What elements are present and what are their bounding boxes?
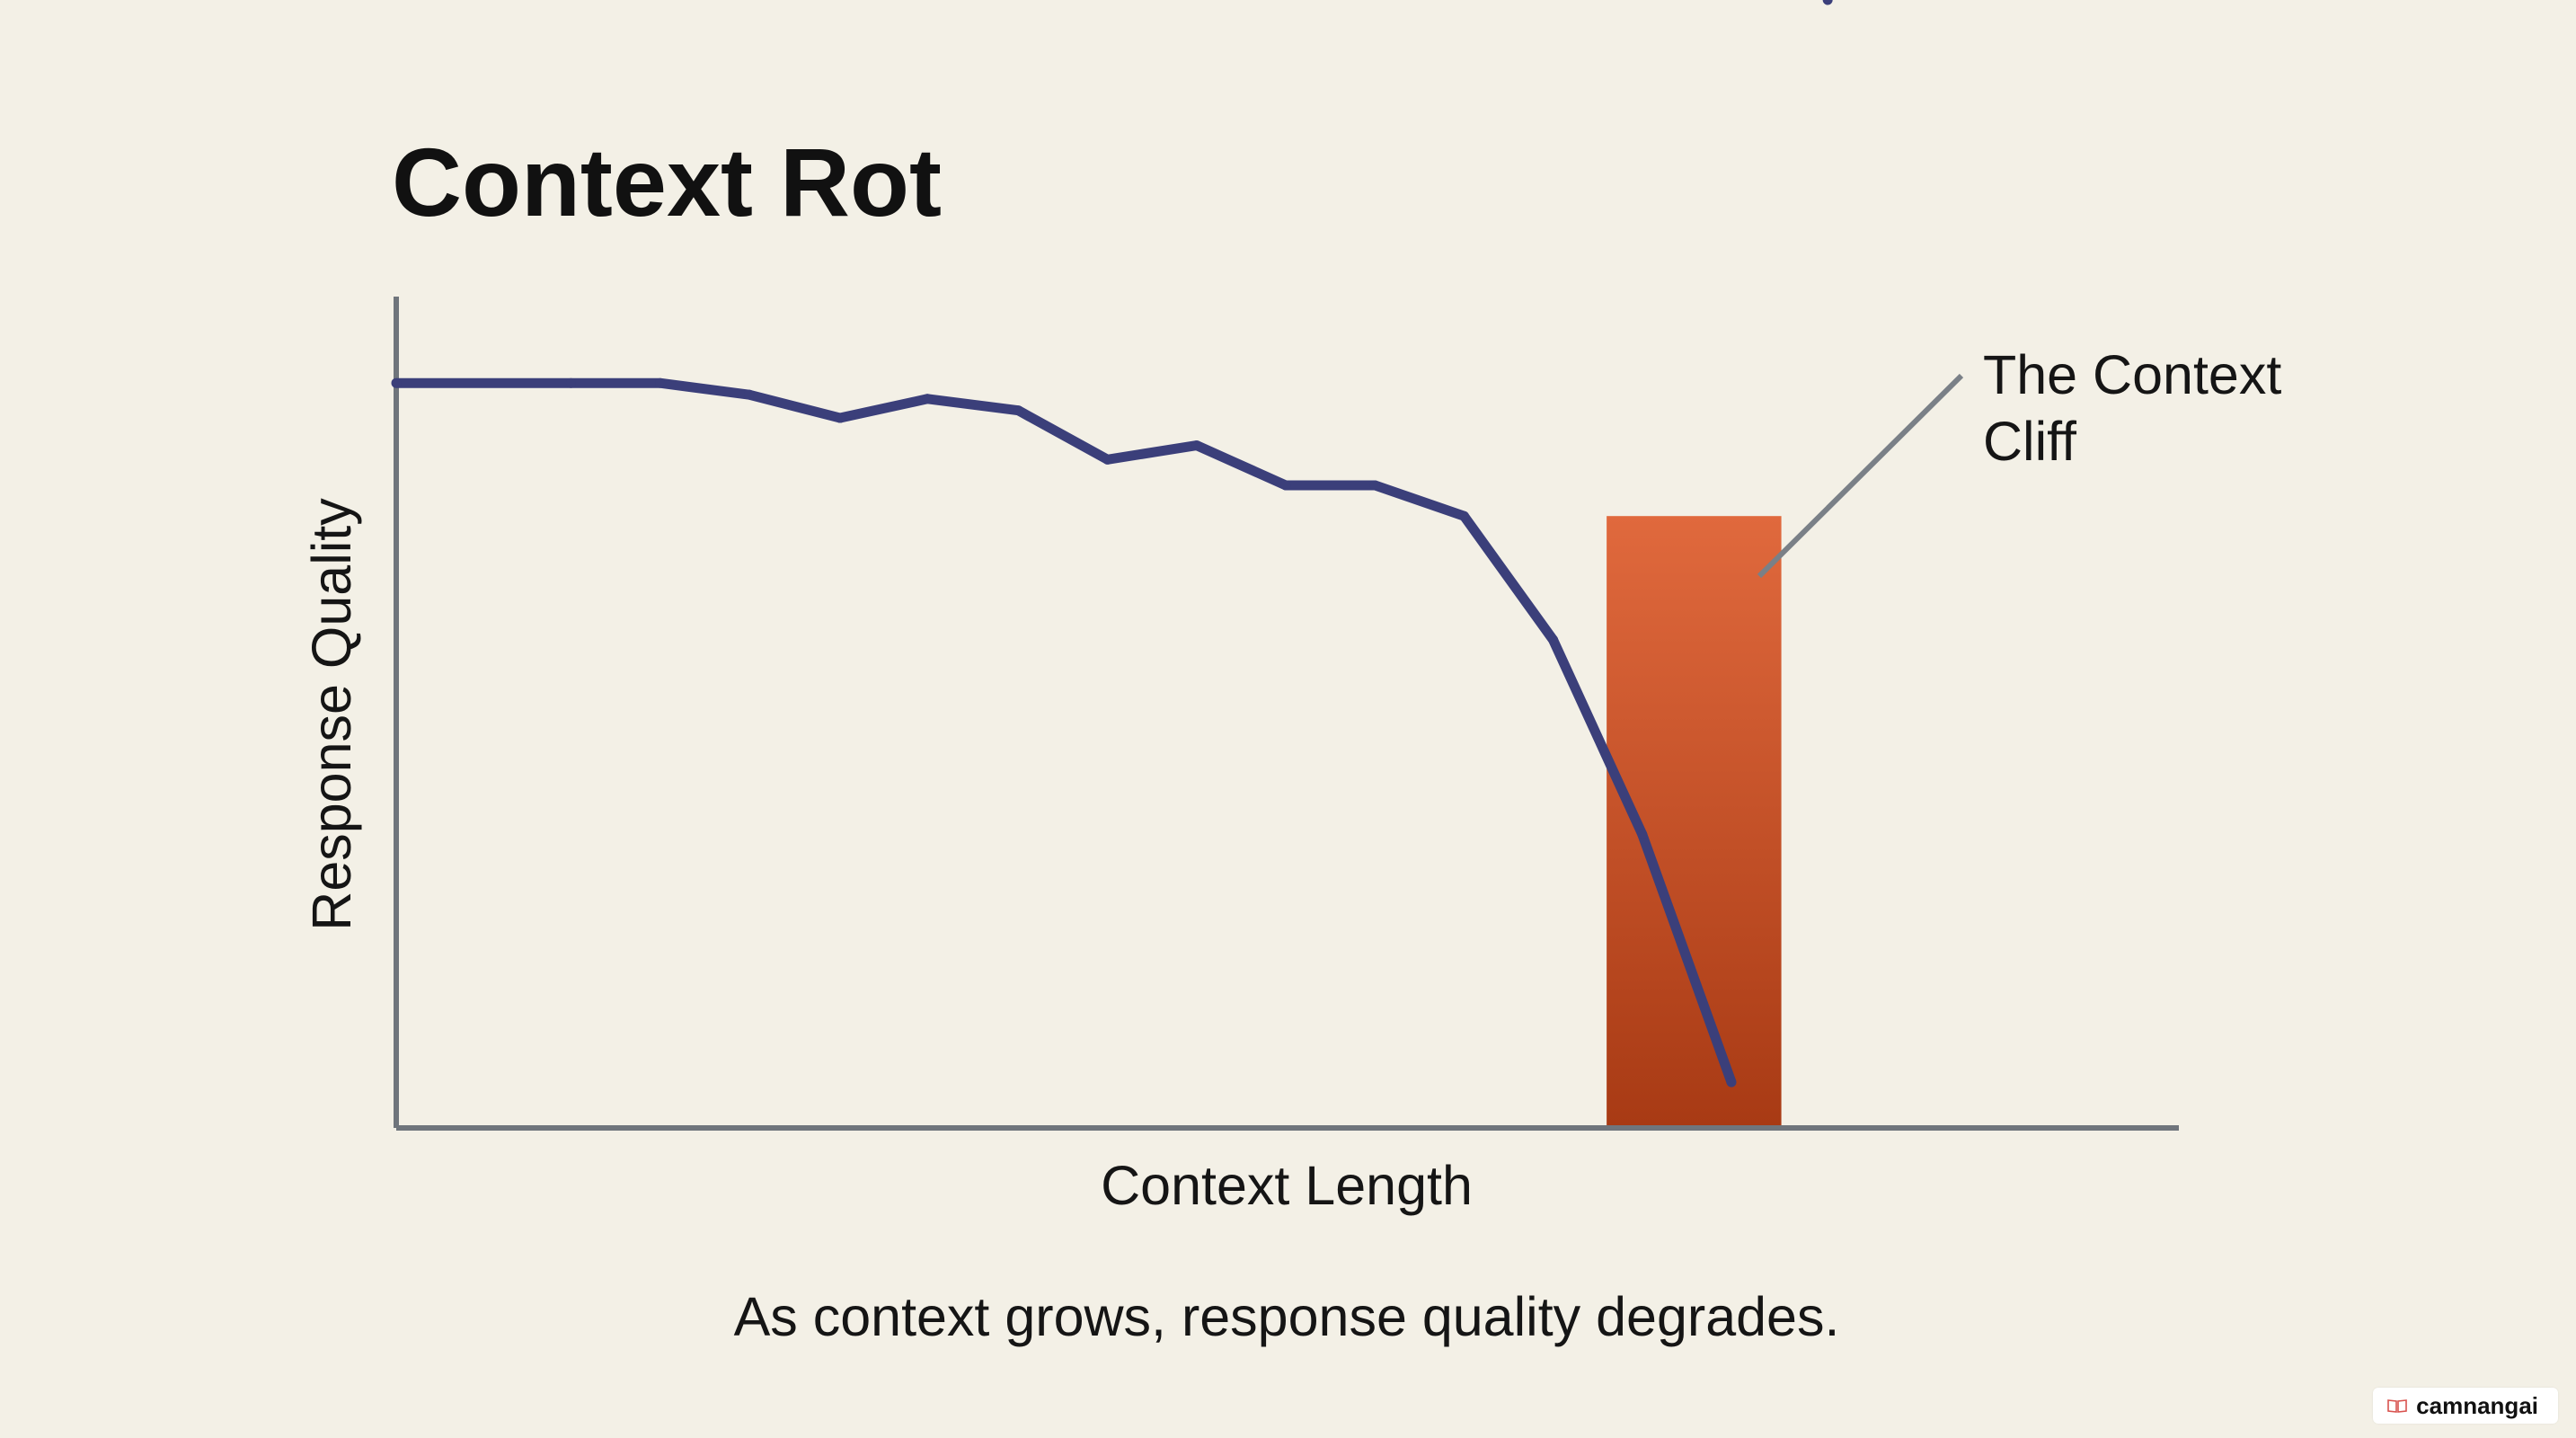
chart-caption: As context grows, response quality degra… — [734, 1286, 1840, 1347]
quality-series — [391, 0, 1833, 1087]
data-point — [1102, 454, 1113, 465]
data-point — [1369, 480, 1380, 491]
book-icon — [2387, 1398, 2407, 1413]
data-point — [1637, 829, 1648, 839]
data-point — [1458, 510, 1469, 521]
data-point — [922, 394, 933, 404]
quality-line — [396, 377, 1737, 1084]
data-point — [835, 413, 845, 423]
chart-title: Context Rot — [392, 128, 942, 236]
data-point — [1548, 635, 1559, 645]
data-point — [391, 377, 402, 388]
data-point — [1013, 405, 1023, 416]
data-point — [1822, 0, 1833, 5]
annotation-label-line-2: Cliff — [1983, 411, 2077, 472]
data-point — [1726, 1077, 1737, 1087]
data-point — [1280, 480, 1291, 491]
y-axis-label: Response Quality — [301, 498, 362, 931]
annotation-leader-line — [1757, 373, 1964, 579]
watermark-label: camnangai — [2416, 1391, 2538, 1419]
data-point — [744, 389, 755, 400]
data-point — [565, 377, 576, 388]
watermark-badge: camnangai — [2373, 1388, 2558, 1424]
data-point — [655, 377, 666, 388]
annotation-label: The Context Cliff — [1983, 344, 2297, 472]
data-point — [1191, 440, 1202, 451]
annotation-label-line-1: The Context — [1983, 344, 2281, 405]
x-axis-label: Context Length — [1101, 1155, 1473, 1216]
